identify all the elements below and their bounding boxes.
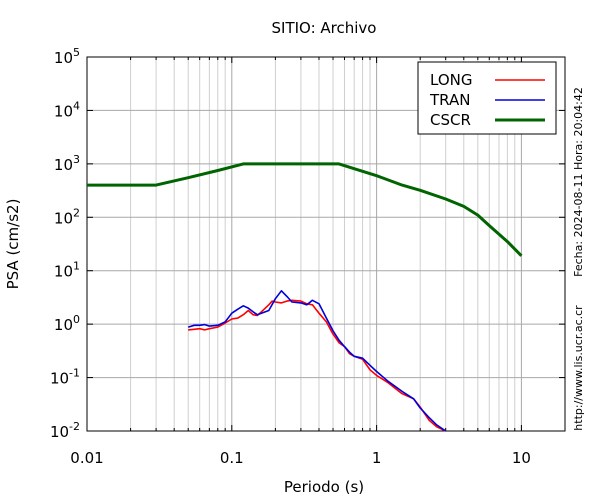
x-tick-labels: 0.01 0.1 1 10 bbox=[70, 449, 531, 467]
legend-label-long: LONG bbox=[430, 71, 472, 89]
y-tick-label: 10-1 bbox=[50, 367, 80, 388]
y-tick-label: 101 bbox=[54, 260, 80, 281]
x-tick-label: 10 bbox=[512, 449, 531, 467]
legend: LONG TRAN CSCR bbox=[417, 61, 557, 135]
series-line-long bbox=[188, 299, 447, 432]
y-tick-label: 10-2 bbox=[50, 420, 80, 441]
y-tick-label: 100 bbox=[54, 313, 80, 334]
y-tick-labels: 105 104 103 102 101 100 10-1 10-2 bbox=[50, 46, 80, 441]
date-time-label: Fecha: 2024-08-11 Hora: 20:04:42 bbox=[572, 87, 585, 277]
y-axis-label: PSA (cm/s2) bbox=[4, 199, 22, 290]
y-tick-label: 105 bbox=[54, 46, 80, 67]
x-tick-label: 1 bbox=[372, 449, 382, 467]
series-line-tran bbox=[187, 290, 447, 432]
y-tick-label: 104 bbox=[54, 99, 80, 120]
legend-label-tran: TRAN bbox=[429, 91, 470, 109]
website-label: http://www.lis.ucr.ac.cr bbox=[572, 305, 585, 431]
legend-label-cscr: CSCR bbox=[430, 111, 471, 129]
legend-box bbox=[417, 61, 557, 135]
axis-ticks bbox=[86, 56, 566, 432]
chart-title: SITIO: Archivo bbox=[272, 19, 377, 37]
x-tick-label: 0.1 bbox=[220, 449, 244, 467]
series-layer bbox=[87, 162, 523, 432]
y-tick-label: 102 bbox=[54, 206, 80, 227]
x-tick-label: 0.01 bbox=[70, 449, 103, 467]
x-axis-label: Periodo (s) bbox=[284, 478, 364, 496]
y-tick-label: 103 bbox=[54, 153, 80, 174]
series-line-cscr bbox=[87, 162, 523, 257]
plot-frame bbox=[86, 56, 566, 432]
